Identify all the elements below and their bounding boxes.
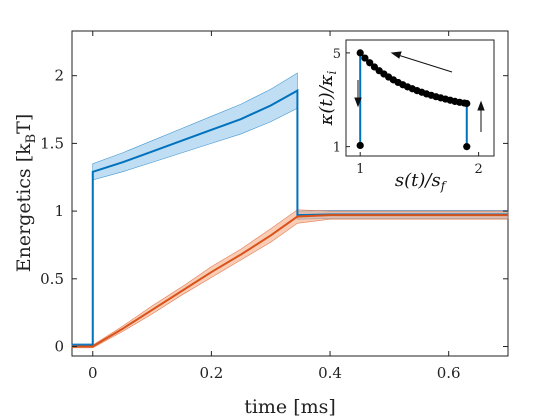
main-plot: 0 0.2 0.4 0.6 0 0.5 1 1.5 2 — [40, 30, 509, 382]
inset-x-label: s(t)/sf — [395, 170, 448, 193]
y-axis-ticks: 0 0.5 1 1.5 2 — [40, 67, 508, 356]
x-tick-label: 0.4 — [318, 364, 342, 382]
arrow-up-head — [477, 100, 485, 111]
inset-x-tick-label: 1 — [356, 162, 364, 177]
x-tick-label: 0 — [88, 364, 98, 382]
x-tick-label: 0.6 — [437, 364, 461, 382]
inset-x-label-main: s(t)/s — [395, 170, 441, 191]
inset-low-point — [356, 141, 364, 150]
y-tick-label: 1 — [54, 202, 64, 220]
y-tick-label: 0 — [54, 338, 64, 356]
series-lines — [72, 88, 508, 348]
inset-y-label-sub: i — [325, 70, 339, 74]
inset-arrows — [354, 51, 485, 132]
y-tick-label: 1.5 — [40, 134, 64, 152]
y-axis-label-main: Energetics [k — [13, 143, 35, 272]
inset-y-label: κ(t)/κi — [316, 70, 339, 126]
inset-y-tick-label: 1 — [333, 141, 341, 156]
inset-low-point — [463, 143, 471, 151]
arrow-down-head — [354, 97, 362, 108]
inset-point — [361, 54, 369, 62]
x-tick-label: 0.2 — [199, 364, 223, 382]
inset-point — [463, 99, 471, 108]
y-tick-label: 0.5 — [40, 270, 64, 288]
series-2-line — [72, 214, 508, 348]
y-axis-label-end: T] — [13, 114, 35, 134]
inset-y-label-main: κ(t)/κ — [316, 74, 337, 126]
inset-x-label-sub: f — [440, 179, 448, 193]
inset-y-ticks: 15 — [333, 47, 350, 156]
x-axis-ticks: 0 0.2 0.4 0.6 — [88, 31, 461, 382]
inset-point — [366, 59, 374, 67]
inset-y-tick-label: 5 — [333, 47, 341, 62]
y-axis-label: Energetics [kBT] — [13, 114, 39, 273]
plot-frame — [71, 30, 509, 357]
inset-x-tick-label: 2 — [474, 162, 482, 177]
y-tick-label: 2 — [54, 67, 64, 85]
arrow-leftward-head — [390, 51, 402, 59]
y-axis-label-sub: B — [24, 134, 39, 144]
x-axis-label: time [ms] — [244, 396, 336, 418]
series-2-band — [71, 209, 509, 349]
inset-marks — [356, 49, 471, 151]
inset-point — [356, 49, 364, 57]
arrow-leftward — [397, 54, 453, 73]
